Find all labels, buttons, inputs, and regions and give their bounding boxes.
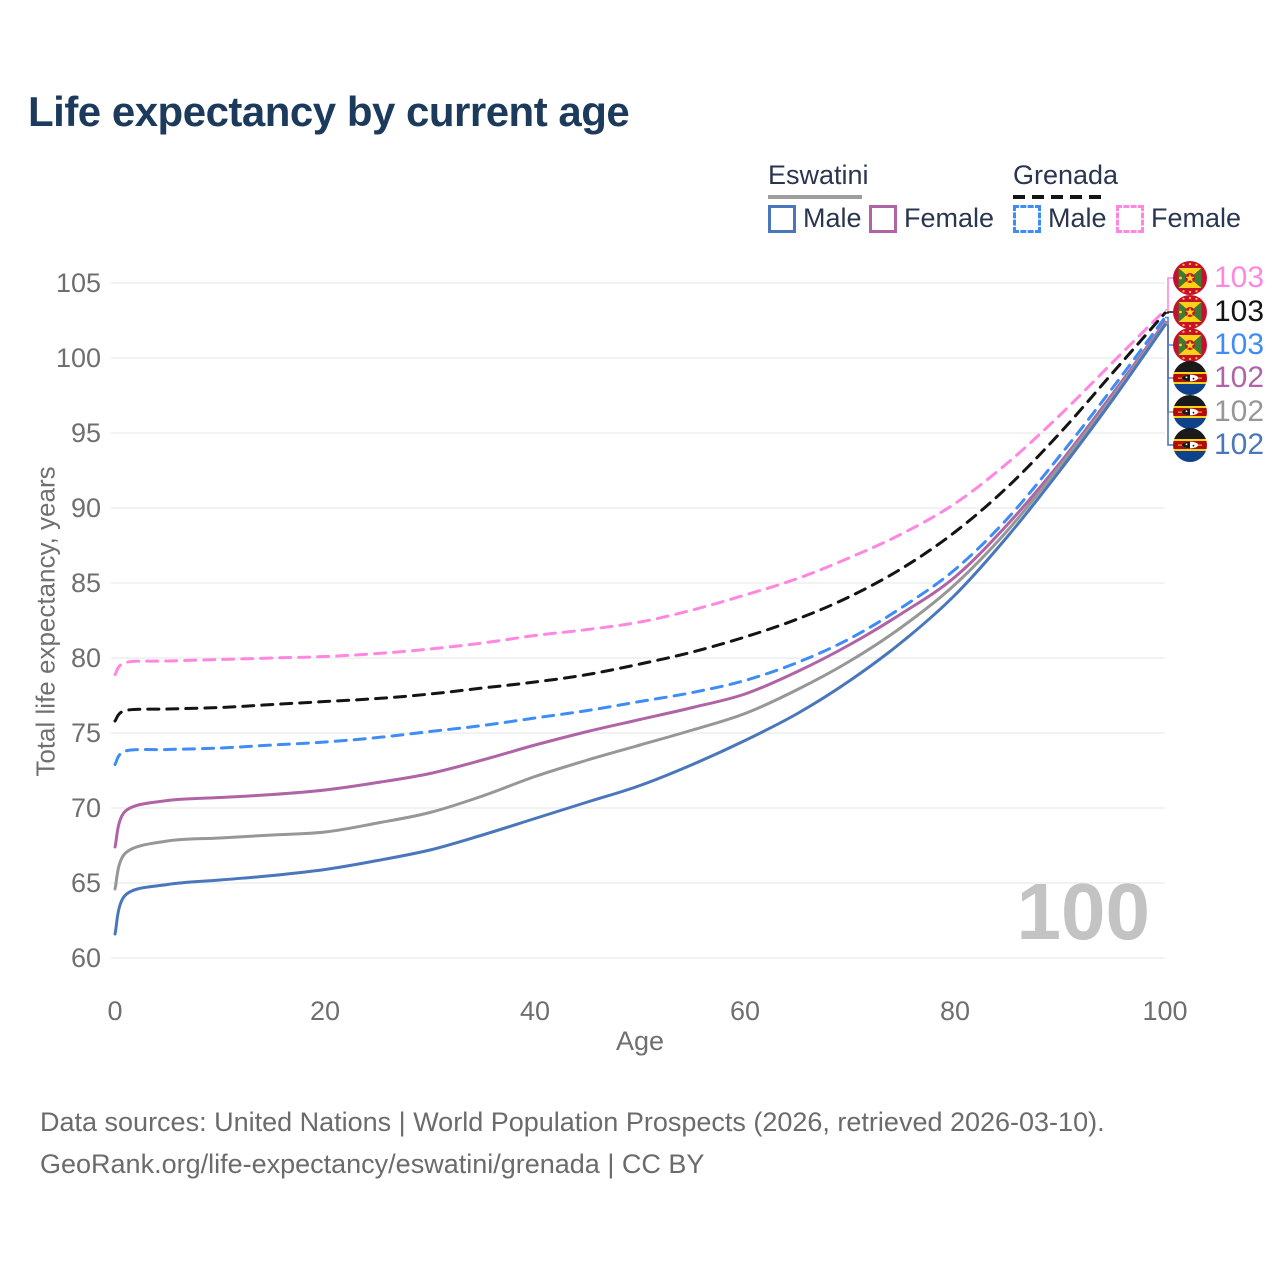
end-label-value: 102 (1214, 428, 1265, 461)
eswatini-flag-icon (1173, 395, 1207, 429)
end-label-grenada-female: 103 (1173, 261, 1264, 295)
end-label-grenada-male: 103 (1173, 328, 1264, 362)
y-tick-label: 95 (71, 418, 101, 448)
series-line-eswatini-both-sexes (113, 322, 1167, 891)
x-tick-label: 100 (1142, 996, 1187, 1026)
legend-item-label: Male (803, 203, 862, 233)
footer-attribution: GeoRank.org/life-expectancy/eswatini/gre… (40, 1149, 705, 1179)
y-tick-label: 70 (71, 793, 101, 823)
x-axis-title: Age (615, 1026, 665, 1056)
end-label-grenada-both-sexes: 103 (1173, 295, 1264, 329)
x-tick-label: 0 (107, 996, 122, 1026)
legend-group-eswatini-name: Eswatini (768, 160, 869, 190)
end-label-connector (1165, 277, 1176, 311)
y-tick-label: 65 (71, 868, 101, 898)
end-label-eswatini-both-sexes: 102 (1173, 395, 1264, 429)
eswatini-flag-icon (1173, 361, 1207, 395)
x-tick-label: 60 (730, 996, 760, 1026)
series-line-eswatini-male (113, 323, 1167, 936)
grenada-flag-icon (1173, 295, 1207, 329)
eswatini-line-style-sample (768, 195, 862, 199)
y-axis-title: Total life expectancy, years (30, 466, 61, 777)
x-tick-label: 80 (940, 996, 970, 1026)
series-line-eswatini-female (113, 320, 1167, 849)
grenada-female-swatch-icon (1116, 204, 1144, 233)
end-label-value: 102 (1214, 395, 1265, 428)
legend-group-grenada: Grenada (1013, 160, 1118, 199)
y-tick-label: 100 (56, 343, 101, 373)
end-label-connector (1165, 311, 1176, 314)
x-tick-label: 20 (310, 996, 340, 1026)
end-label-value: 103 (1214, 328, 1265, 361)
legend-item-eswatini-male[interactable]: Male (768, 203, 862, 234)
y-tick-label: 105 (56, 268, 101, 298)
y-tick-label: 85 (71, 568, 101, 598)
series-line-grenada-both-sexes (113, 311, 1167, 723)
y-tick-label: 80 (71, 643, 101, 673)
end-label-connector (1165, 324, 1176, 446)
legend-group-eswatini: Eswatini (768, 160, 869, 199)
page-title: Life expectancy by current age (28, 88, 630, 135)
legend-item-label: Female (904, 203, 995, 233)
age-watermark: 100 (1016, 867, 1150, 956)
y-tick-label: 90 (71, 493, 101, 523)
y-tick-label: 60 (71, 943, 101, 973)
x-tick-label: 40 (520, 996, 550, 1026)
legend-item-grenada-male[interactable]: Male (1013, 203, 1107, 234)
footer-sources: Data sources: United Nations | World Pop… (40, 1107, 1105, 1137)
end-label-value: 103 (1214, 295, 1265, 328)
legend-item-grenada-female[interactable]: Female (1116, 203, 1241, 234)
grenada-flag-icon (1173, 328, 1207, 362)
end-label-value: 103 (1214, 261, 1265, 294)
y-tick-label: 75 (71, 718, 101, 748)
grenada-flag-icon (1173, 261, 1207, 295)
eswatini-flag-icon (1173, 428, 1207, 462)
eswatini-male-swatch-icon (768, 204, 796, 233)
legend-group-grenada-name: Grenada (1013, 160, 1119, 190)
eswatini-female-swatch-icon (869, 204, 897, 233)
end-label-eswatini-female: 102 (1173, 361, 1264, 395)
series-line-grenada-male (113, 316, 1167, 766)
end-label-value: 102 (1214, 361, 1265, 394)
legend-item-label: Female (1151, 203, 1242, 233)
end-label-eswatini-male: 102 (1173, 428, 1264, 462)
legend-item-label: Male (1048, 203, 1107, 233)
grenada-line-style-sample (1013, 195, 1107, 199)
series-line-grenada-female (113, 308, 1167, 676)
legend-item-eswatini-female[interactable]: Female (869, 203, 994, 234)
grenada-male-swatch-icon (1013, 204, 1041, 233)
